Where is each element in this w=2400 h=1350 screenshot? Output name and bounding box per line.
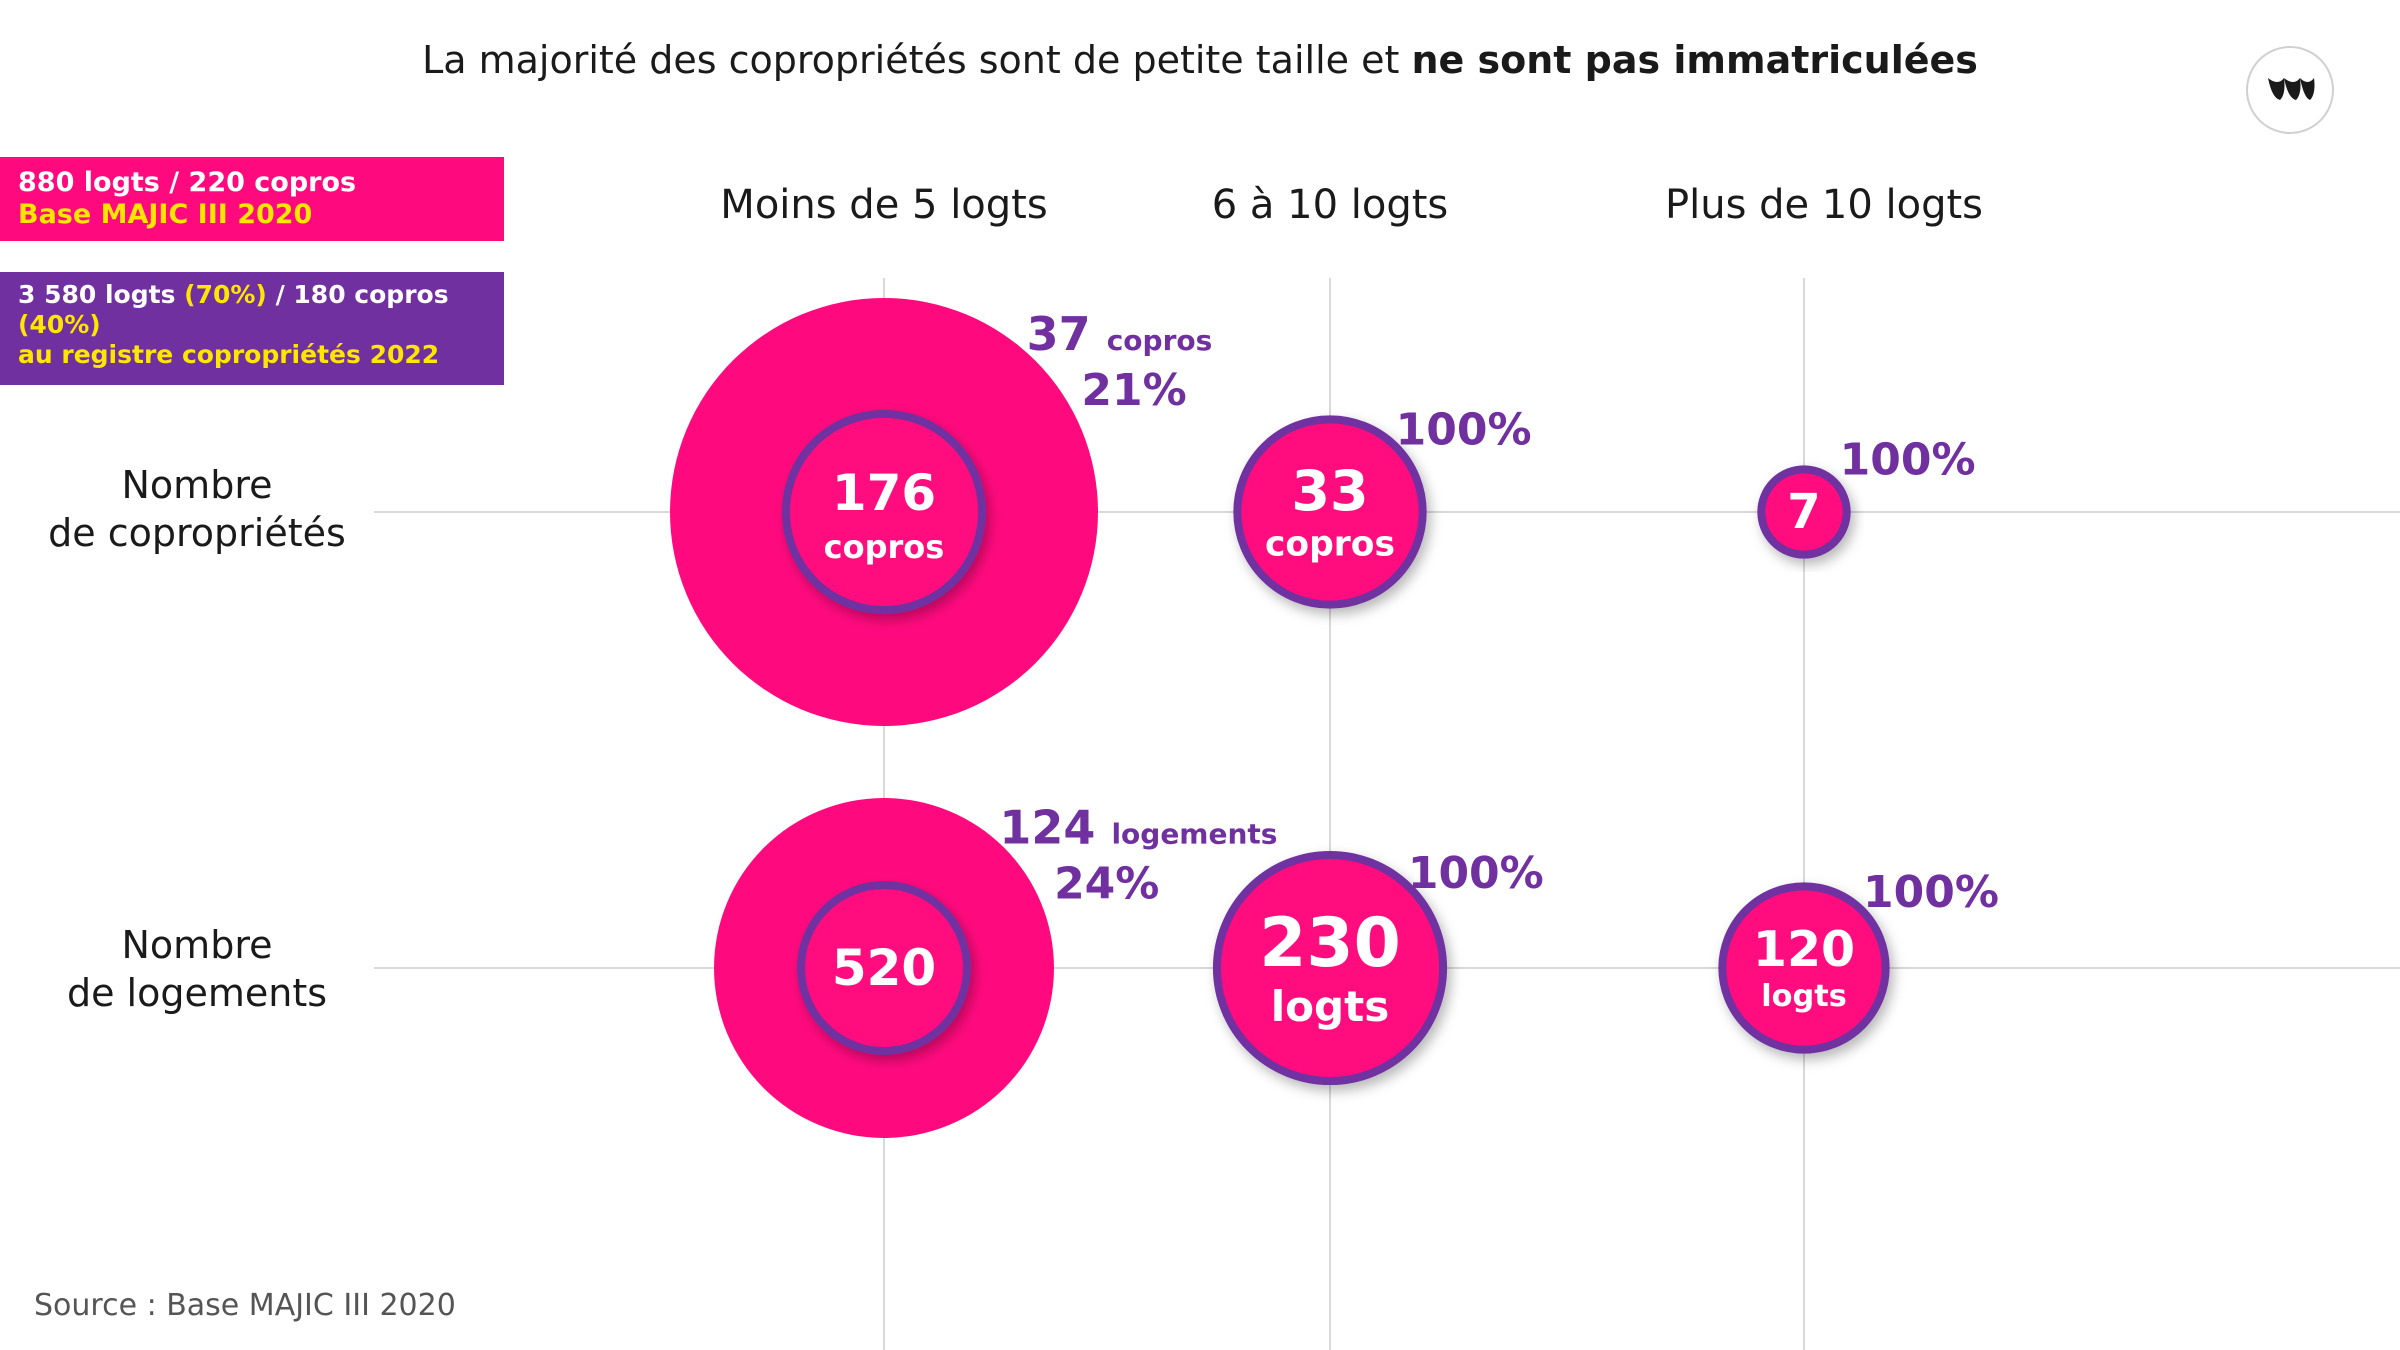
- column-header-gt10: Plus de 10 logts: [1665, 182, 1983, 228]
- title-bold: ne sont pas immatriculées: [1411, 38, 1978, 82]
- legend-registre: 3 580 logts (70%) / 180 copros (40%) au …: [0, 272, 504, 385]
- bubble-value: 120: [1753, 921, 1855, 978]
- bubble-outer: [1233, 415, 1427, 609]
- title-regular: La majorité des copropriétés sont de pet…: [422, 38, 1412, 82]
- source-note: Source : Base MAJIC III 2020: [34, 1288, 456, 1323]
- legend-registre-line1: 3 580 logts (70%) / 180 copros: [18, 280, 486, 310]
- bubble-registered-label: 124 logements: [999, 801, 1277, 855]
- column-header-6-10: 6 à 10 logts: [1211, 182, 1449, 228]
- legend-registre-copros: / 180 copros: [266, 280, 449, 309]
- bubble-pct-label: 100%: [1840, 434, 1976, 485]
- bubble-unit: logts: [1761, 979, 1847, 1014]
- bubble-pct-label: 100%: [1408, 848, 1544, 899]
- bubble-inner: [781, 409, 987, 615]
- page-title: La majorité des copropriétés sont de pet…: [0, 38, 2400, 82]
- bubble-pct-label: 24%: [1054, 859, 1159, 910]
- bubble-inner: [796, 880, 972, 1056]
- bubble-value: 176: [832, 464, 936, 522]
- bubble-r0-c2: 7 100%: [1757, 434, 1976, 559]
- logo-mark-icon: [2268, 78, 2315, 100]
- bubble-pct-label: 100%: [1863, 867, 1999, 918]
- bubble-value: 33: [1291, 459, 1368, 524]
- bubble-value: 230: [1259, 903, 1401, 982]
- bubble-value: 7: [1787, 484, 1820, 540]
- bubble-registered-label: 37 copros: [1027, 307, 1213, 361]
- legend-registre-source: au registre copropriétés 2022: [18, 340, 440, 369]
- bubble-unit: copros: [1265, 524, 1395, 564]
- bubble-outer: [1212, 850, 1448, 1086]
- row-label-copros-line1: Nombre: [121, 463, 273, 507]
- row-label-copros: Nombre de copropriétés: [48, 462, 346, 557]
- bubble-value: 520: [832, 939, 936, 997]
- bubble-unit: logts: [1271, 982, 1390, 1031]
- legend-registre-logts: 3 580 logts: [18, 280, 185, 309]
- legend-majic: 880 logts / 220 copros Base MAJIC III 20…: [0, 157, 504, 241]
- bubble-pct-label: 100%: [1396, 404, 1532, 455]
- row-label-logements-line1: Nombre: [121, 923, 273, 967]
- bubble-pct-label: 21%: [1081, 365, 1186, 416]
- column-header-lt5: Moins de 5 logts: [720, 182, 1048, 228]
- bubble-outer: [1757, 465, 1851, 559]
- bubble-unit: copros: [824, 528, 945, 566]
- row-label-logements: Nombre de logements: [67, 922, 327, 1017]
- legend-majic-line2: Base MAJIC III 2020: [18, 199, 313, 231]
- legend-registre-logts-pct: (70%): [184, 280, 267, 309]
- bubble-outer: [1718, 882, 1890, 1054]
- legend-majic-line1: 880 logts / 220 copros: [18, 167, 357, 198]
- row-label-copros-line2: de copropriétés: [48, 510, 346, 555]
- row-label-logements-line2: de logements: [66, 970, 328, 1015]
- brand-logo: [2246, 46, 2334, 134]
- legend-registre-copros-pct: (40%): [18, 310, 101, 339]
